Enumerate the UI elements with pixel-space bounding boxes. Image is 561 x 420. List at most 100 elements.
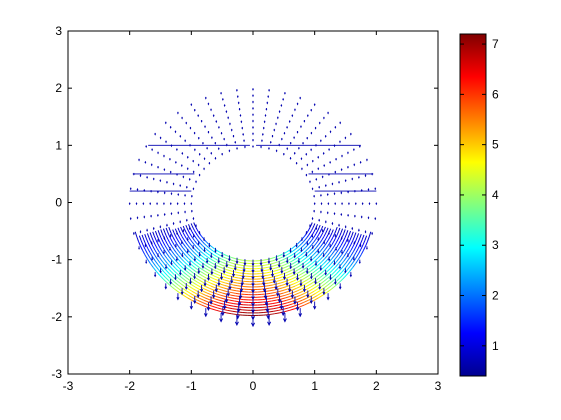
contour-segment <box>345 243 349 248</box>
quiver-arrowhead <box>186 168 189 171</box>
contour-segment <box>206 283 212 287</box>
contour-segment <box>137 240 141 246</box>
contour-segment <box>166 253 170 258</box>
quiver-arrowhead <box>302 142 304 145</box>
contour-segment <box>200 239 203 243</box>
quiver-arrowhead <box>163 155 165 158</box>
contour-segment <box>281 264 285 267</box>
contour-segment <box>177 250 182 255</box>
contour-segment <box>318 231 321 235</box>
contour-segment <box>321 269 326 273</box>
contour-segment <box>211 262 215 265</box>
quiver-arrowhead <box>139 231 142 234</box>
contour-segment <box>323 277 329 282</box>
contour-segment <box>152 245 156 251</box>
contour-segment <box>197 282 203 286</box>
quiver-arrowhead <box>295 162 298 165</box>
quiver-arrowhead <box>190 203 193 206</box>
contour-segment <box>227 266 231 269</box>
contour-segment <box>322 229 325 233</box>
contour-segment <box>326 227 329 232</box>
contour-segment <box>331 241 335 245</box>
contour-segment <box>224 257 228 260</box>
quiver-arrowhead <box>260 146 262 149</box>
contour-segment <box>164 259 168 264</box>
contour-segment <box>186 263 190 268</box>
quiver-arrowhead <box>252 95 254 98</box>
contour-segment <box>313 251 317 255</box>
contour-segment <box>214 287 220 290</box>
contour-segment <box>187 253 191 257</box>
contour-segment <box>187 240 191 244</box>
quiver-arrowhead <box>314 127 317 130</box>
quiver-arrowhead <box>328 232 330 236</box>
contour-segment <box>307 260 312 264</box>
contour-segment <box>276 271 281 274</box>
contour-segment <box>157 243 161 248</box>
contour-segment <box>156 248 160 253</box>
quiver-arrowhead <box>237 102 240 105</box>
contour-segment <box>355 253 360 258</box>
quiver-arrowhead <box>193 132 196 135</box>
quiver-arrowhead <box>334 171 337 174</box>
quiver-arrowhead <box>344 226 347 229</box>
contour-segment <box>223 287 229 290</box>
quiver-arrowhead <box>242 133 245 136</box>
contour-segment <box>197 300 203 304</box>
contour-segment <box>306 286 312 290</box>
contour-segment <box>171 250 175 255</box>
contour-segment <box>309 240 312 244</box>
contour-segment <box>355 247 359 253</box>
contour-segment <box>186 227 189 231</box>
quiver-arrowhead <box>293 301 297 305</box>
quiver-arrowhead <box>294 109 296 112</box>
quiver-arrowhead <box>333 213 336 216</box>
contour-segment <box>154 260 159 265</box>
quiver-arrowhead <box>203 249 206 253</box>
contour-segment <box>318 278 323 283</box>
quiver-arrowhead <box>286 126 288 129</box>
contour-segment <box>306 264 311 268</box>
contour-segment <box>329 253 333 258</box>
contour-segment <box>267 303 273 305</box>
quiver-arrowhead <box>154 274 157 278</box>
contour-segment <box>318 250 322 254</box>
contour-segment <box>282 275 286 278</box>
x-tick-label: -3 <box>63 379 74 393</box>
contour-segment <box>336 258 340 263</box>
contour-segment <box>355 242 359 248</box>
contour-segment <box>282 288 288 291</box>
contour-segment <box>191 231 194 235</box>
contour-segment <box>349 267 354 272</box>
contour-segment <box>331 278 336 283</box>
y-tick-label: -3 <box>51 367 62 381</box>
contour-segment <box>323 226 326 231</box>
quiver-arrowhead <box>237 301 242 306</box>
quiver-arrowhead <box>296 277 299 281</box>
y-tick-label: 3 <box>55 24 62 38</box>
contour-segment <box>340 261 345 266</box>
contour-segment <box>177 284 183 289</box>
contour-segment <box>208 272 213 276</box>
contour-segment <box>311 264 315 268</box>
contour-segment <box>210 245 213 248</box>
contour-segment <box>166 243 170 248</box>
contour-segment <box>299 304 305 308</box>
quiver-arrowhead <box>221 98 224 101</box>
quiver-arrowhead <box>177 193 180 197</box>
contour-segment <box>209 299 215 302</box>
quiver-arrowhead <box>189 306 193 310</box>
contour-segment <box>309 290 315 295</box>
quiver-arrowhead <box>184 286 188 290</box>
quiver-arrowhead <box>289 142 292 145</box>
contour-segment <box>326 288 332 293</box>
quiver-arrowhead <box>192 188 195 191</box>
contour-segment <box>315 244 319 248</box>
contour-segment <box>327 281 332 286</box>
contour-segment <box>281 299 287 303</box>
quiver-arrowhead <box>357 176 360 179</box>
contour-segment <box>266 271 270 274</box>
contour-segment <box>214 252 218 255</box>
quiver-arrowhead <box>198 174 201 177</box>
contour-segment <box>344 233 347 238</box>
